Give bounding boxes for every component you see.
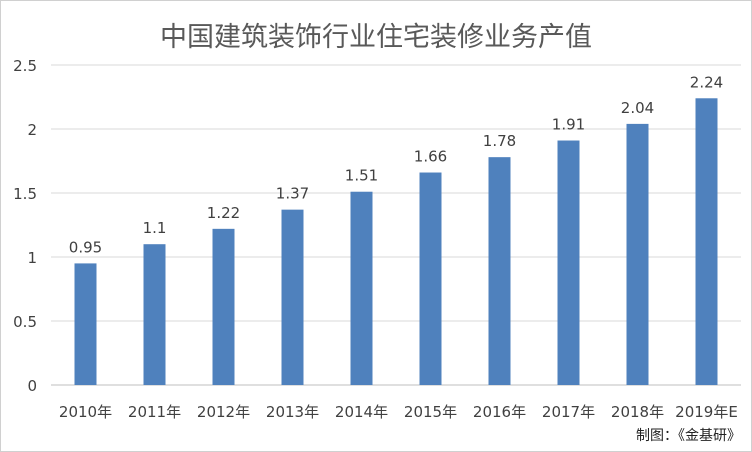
- x-tick-label: 2017年: [542, 403, 595, 421]
- bar: [350, 191, 373, 385]
- bar: [281, 209, 304, 385]
- chart-credit: 制图：《金基研》: [636, 428, 741, 444]
- chart-title: 中国建筑装饰行业住宅装修业务产值: [160, 22, 592, 53]
- x-tick-label: 2016年: [473, 403, 526, 421]
- data-label: 0.95: [69, 238, 102, 256]
- bar: [74, 263, 97, 385]
- bar: [626, 123, 649, 385]
- bar: [695, 98, 718, 385]
- data-label: 2.04: [621, 99, 654, 117]
- y-tick-label: 0.5: [13, 313, 37, 331]
- data-label: 1.78: [483, 132, 516, 150]
- bar: [212, 228, 235, 385]
- x-tick-label: 2011年: [128, 403, 181, 421]
- x-tick-label: 2015年: [404, 403, 457, 421]
- y-tick-label: 1: [27, 249, 37, 267]
- data-label: 1.1: [143, 219, 167, 237]
- bar: [143, 244, 166, 385]
- x-tick-label: 2013年: [266, 403, 319, 421]
- data-label: 1.22: [207, 204, 240, 222]
- data-label: 1.37: [276, 185, 309, 203]
- x-tick-label: 2012年: [197, 403, 250, 421]
- data-label: 1.66: [414, 148, 447, 166]
- data-label: 1.91: [552, 116, 585, 134]
- x-tick-label: 2014年: [335, 403, 388, 421]
- x-tick-label: 2010年: [59, 403, 112, 421]
- bar: [419, 172, 442, 385]
- y-tick-label: 2.5: [13, 57, 37, 75]
- y-tick-label: 0: [27, 377, 37, 395]
- data-label: 1.51: [345, 167, 378, 185]
- y-tick-label: 2: [27, 121, 37, 139]
- bar: [488, 157, 511, 385]
- bar: [557, 140, 580, 385]
- x-tick-label: 2019年E: [675, 403, 738, 421]
- data-label: 2.24: [690, 73, 723, 91]
- y-tick-label: 1.5: [13, 185, 37, 203]
- x-tick-label: 2018年: [611, 403, 664, 421]
